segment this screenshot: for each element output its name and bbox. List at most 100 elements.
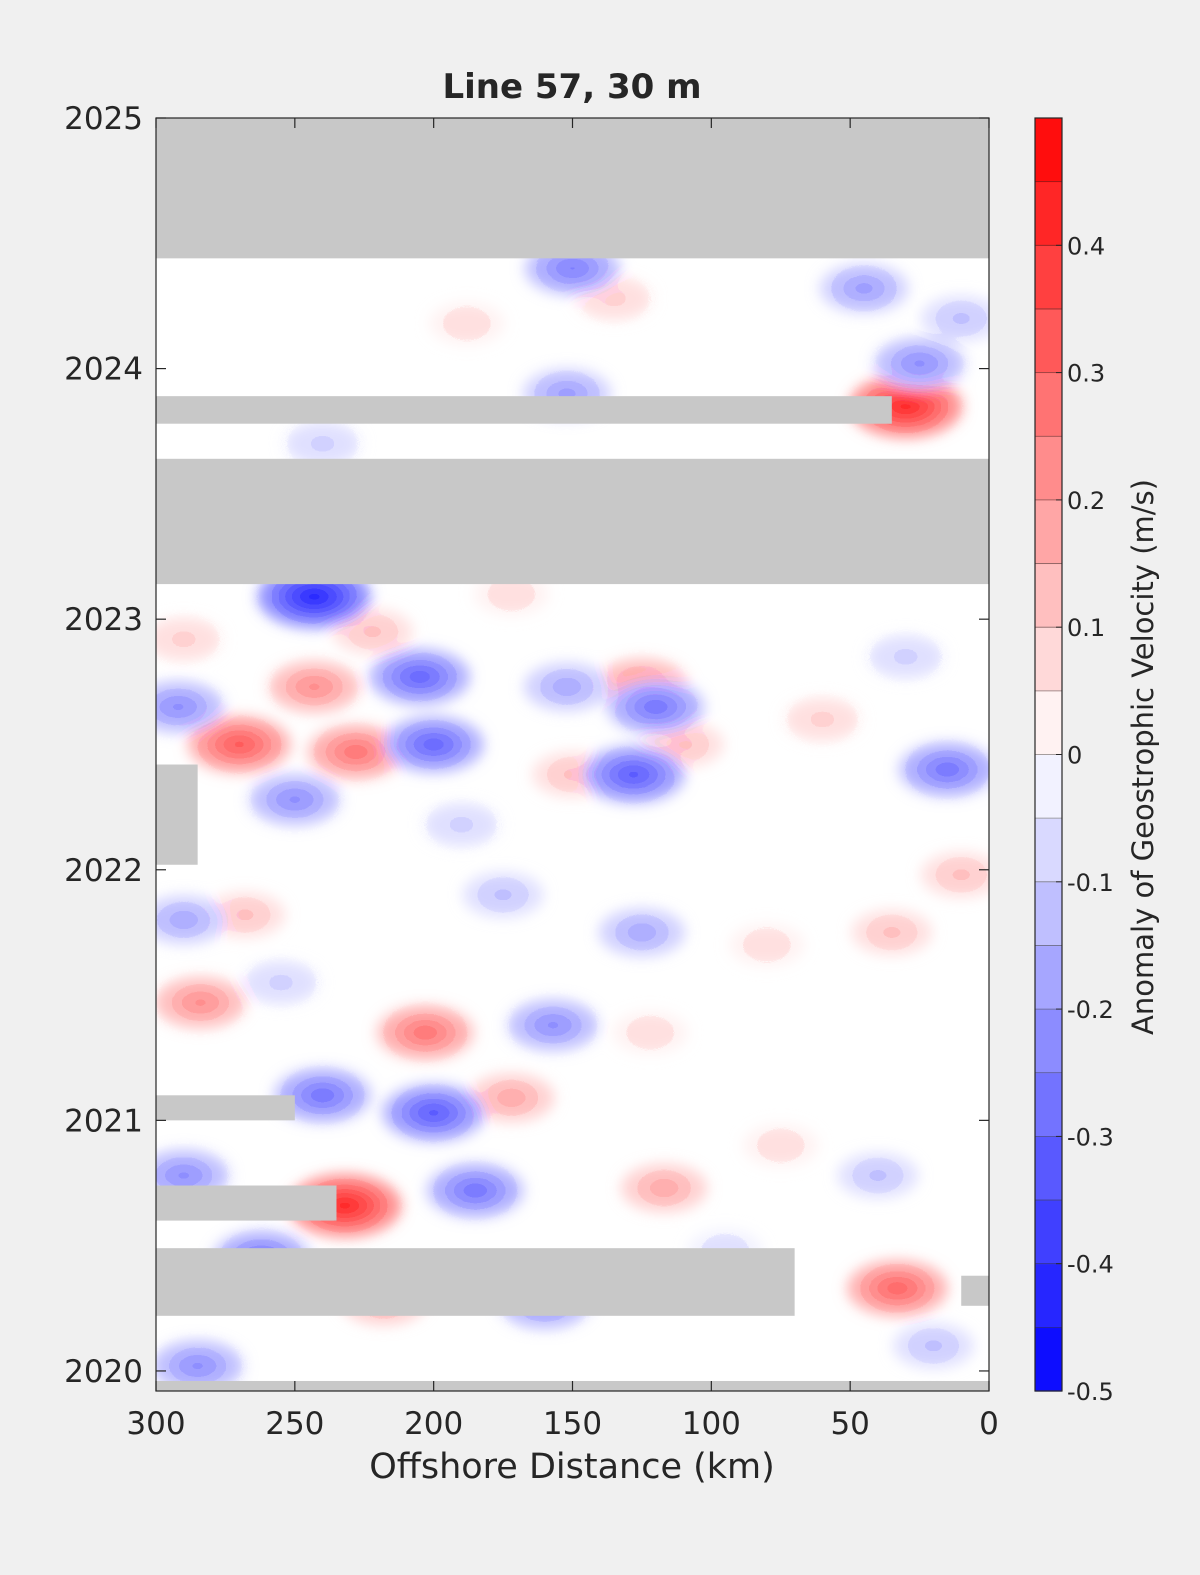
colorbar-level (1035, 1072, 1062, 1137)
anomaly-blob (897, 652, 914, 662)
colorbar-tick-label: 0.1 (1067, 614, 1105, 642)
colorbar-level (1035, 372, 1062, 437)
colorbar-tick-label: 0.2 (1067, 487, 1105, 515)
anomaly-blob (169, 701, 188, 712)
x-tick-label: 0 (979, 1406, 999, 1442)
anomaly-blob (503, 589, 519, 599)
colorbar-tick-label: -0.2 (1067, 996, 1114, 1024)
y-tick-label: 2022 (64, 853, 143, 889)
colorbar-level (1035, 881, 1062, 947)
anomaly-blob (305, 681, 324, 692)
colorbar-level (1035, 690, 1062, 756)
anomaly-blob (623, 768, 644, 781)
colorbar-tick-label: -0.5 (1067, 1378, 1114, 1406)
anomaly-blob (937, 764, 958, 775)
no-data-region (961, 1275, 989, 1306)
y-tick-label: 2024 (64, 352, 143, 388)
x-tick-label: 250 (265, 1406, 324, 1442)
y-axis: 2020 2021 2022 2023 2024 2025 (64, 101, 989, 1390)
no-data-region (156, 1095, 295, 1121)
y-tick-label: 2025 (64, 101, 143, 137)
anomaly-blob (415, 1027, 436, 1039)
anomaly-blob (175, 915, 193, 925)
anomaly-blob (174, 1170, 193, 1181)
anomaly-blob (887, 1282, 908, 1294)
anomaly-blob (655, 1183, 673, 1193)
colorbar-level (1035, 181, 1062, 246)
anomaly-blob (423, 738, 444, 751)
anomaly-blob (459, 319, 475, 328)
anomaly-blob (188, 1360, 207, 1372)
colorbar: 0.4 0.3 0.2 0.1 0 -0.1 -0.2 -0.3 -0.4 -0.5 (1034, 117, 1114, 1406)
anomaly-blob (543, 1020, 563, 1031)
anomaly-blob (883, 927, 900, 937)
anomaly-blob (346, 746, 366, 758)
colorbar-level (1035, 499, 1062, 565)
anomaly-blob (312, 1089, 333, 1101)
y-tick-label: 2020 (64, 1354, 143, 1390)
x-tick-label: 150 (543, 1406, 602, 1442)
colorbar-level (1035, 754, 1062, 819)
anomaly-blob (633, 927, 651, 938)
anomaly-blob (502, 1093, 521, 1103)
colorbar-tick-label: -0.4 (1067, 1251, 1114, 1279)
no-data-region (156, 118, 989, 259)
anomaly-blob (894, 399, 918, 413)
anomaly-blob (495, 890, 512, 900)
no-data-region (156, 1248, 795, 1316)
colorbar-level (1035, 1136, 1062, 1201)
anomaly-blob (423, 1107, 444, 1119)
no-data-region (156, 458, 989, 585)
y-tick-label: 2023 (64, 602, 143, 638)
anomaly-blob (869, 1170, 886, 1180)
colorbar-level (1035, 436, 1062, 501)
anomaly-blob (285, 794, 304, 805)
x-tick-label: 300 (126, 1406, 185, 1442)
y-tick-label: 2021 (64, 1103, 143, 1139)
anomaly-blob (453, 820, 470, 829)
colorbar-level (1035, 245, 1062, 310)
colorbar-label: Anomaly of Geostrophic Velocity (m/s) (1126, 479, 1160, 1035)
anomaly-blob (910, 358, 929, 369)
x-axis: 300 250 200 150 100 50 0 (126, 118, 999, 1442)
x-axis-label: Offshore Distance (km) (369, 1447, 775, 1487)
chart-title: Line 57, 30 m (442, 67, 701, 107)
anomaly-blob (364, 627, 381, 637)
anomaly-blob (953, 313, 970, 323)
anomaly-blob (564, 770, 581, 780)
anomaly-blob (465, 1185, 486, 1196)
anomaly-blob (176, 634, 192, 644)
anomaly-blob (558, 682, 576, 692)
anomaly-blob (675, 739, 692, 749)
anomaly-blob (855, 283, 873, 294)
colorbar-level (1035, 308, 1062, 374)
anomaly-blob (646, 701, 666, 713)
anomaly-blob (759, 940, 775, 950)
anomaly-blob (314, 439, 331, 449)
colorbar-level (1035, 627, 1062, 692)
colorbar-level (1035, 118, 1062, 183)
colorbar-tick-label: 0.4 (1067, 232, 1105, 260)
colorbar-level (1035, 1327, 1062, 1392)
colorbar-tick-label: 0 (1067, 742, 1082, 770)
colorbar-level (1035, 563, 1062, 628)
colorbar-tick-label: -0.1 (1067, 869, 1114, 897)
x-tick-label: 100 (682, 1406, 741, 1442)
anomaly-blob (606, 294, 622, 303)
anomaly-blob (558, 388, 576, 399)
colorbar-tick-label: 0.3 (1067, 360, 1105, 388)
no-data-region (156, 396, 892, 424)
colorbar-level (1035, 945, 1062, 1010)
anomaly-blob (302, 590, 326, 603)
colorbar-level (1035, 818, 1062, 883)
anomaly-blob (642, 1028, 658, 1037)
anomaly-blob (814, 715, 831, 724)
anomaly-blob (409, 671, 430, 683)
anomaly-blob (563, 263, 582, 274)
colorbar-level (1035, 1009, 1062, 1074)
x-tick-label: 200 (404, 1406, 463, 1442)
colorbar-level (1035, 1200, 1062, 1265)
anomaly-blob (229, 738, 250, 751)
anomaly-blob (273, 978, 289, 987)
